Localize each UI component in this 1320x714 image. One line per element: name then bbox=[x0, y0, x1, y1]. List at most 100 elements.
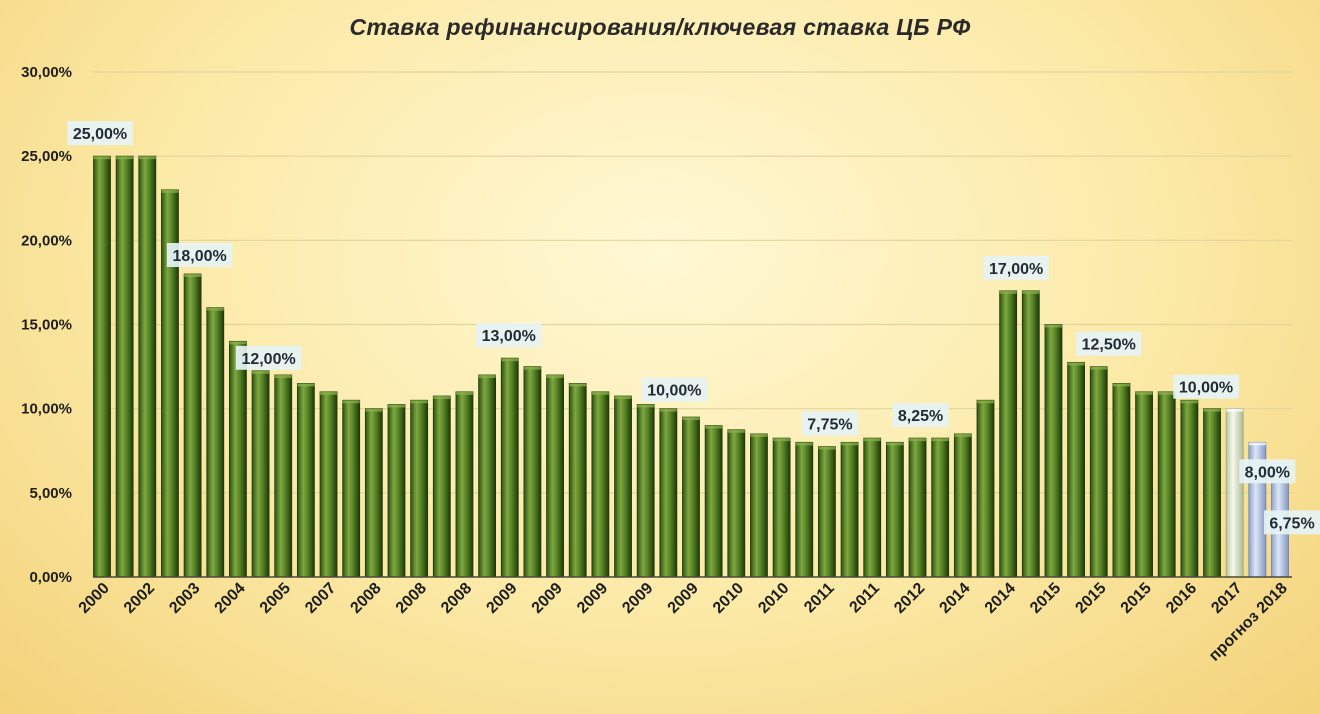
x-axis-ticks: 2000 2002 2003 2004 2005 2007 2008 2008 2008 2009… bbox=[76, 580, 1291, 665]
bar bbox=[93, 155, 111, 578]
bar-cap bbox=[1158, 391, 1176, 395]
y-tick-label: 20,00% bbox=[21, 232, 72, 249]
bar bbox=[1157, 391, 1176, 578]
bar-cap bbox=[229, 341, 247, 345]
bar bbox=[750, 433, 768, 578]
bar-cap bbox=[501, 358, 519, 362]
x-tick-label: 2015 bbox=[1072, 580, 1109, 617]
bar-cap bbox=[591, 391, 609, 395]
bar bbox=[319, 391, 338, 578]
bar-cap bbox=[365, 408, 383, 412]
bar bbox=[840, 441, 859, 578]
bar-cap bbox=[297, 383, 315, 387]
data-label: 10,00% bbox=[1179, 380, 1233, 397]
bars bbox=[93, 155, 1289, 578]
data-label: 12,00% bbox=[241, 351, 295, 368]
bar bbox=[1225, 408, 1244, 578]
bar bbox=[727, 429, 746, 578]
data-label-bg bbox=[641, 377, 708, 402]
bar-cap bbox=[795, 442, 813, 446]
bar bbox=[364, 408, 383, 578]
data-label-bg bbox=[235, 345, 302, 370]
data-label-bg bbox=[1239, 459, 1296, 484]
bar bbox=[183, 273, 202, 578]
bar-cap bbox=[320, 391, 338, 395]
bar-cap bbox=[116, 156, 134, 160]
bar bbox=[568, 383, 587, 578]
bar-cap bbox=[727, 429, 745, 433]
bar bbox=[206, 307, 225, 578]
data-labels: 25,00% 18,00% 12,00% 13,00% 10,00% 7,75% 8,25%… bbox=[67, 121, 1320, 535]
bar-cap bbox=[523, 366, 541, 370]
bar-cap bbox=[1180, 400, 1198, 404]
bar bbox=[1180, 399, 1199, 578]
x-tick-label: 2008 bbox=[393, 580, 430, 617]
bar-cap bbox=[1090, 366, 1108, 370]
bar-cap bbox=[863, 438, 881, 442]
bar-cap bbox=[841, 442, 859, 446]
x-tick-label: 2009 bbox=[619, 580, 656, 617]
bar bbox=[229, 340, 247, 578]
bar bbox=[274, 374, 293, 578]
x-tick-label: 2011 bbox=[801, 580, 838, 617]
bar bbox=[432, 395, 451, 578]
data-label-bg bbox=[166, 243, 233, 267]
bar bbox=[636, 404, 655, 578]
bar bbox=[1135, 391, 1153, 578]
data-label: 17,00% bbox=[989, 261, 1043, 278]
bar bbox=[614, 395, 632, 578]
bar-cap bbox=[705, 425, 723, 429]
bar-cap bbox=[1203, 408, 1221, 412]
bar bbox=[342, 399, 361, 578]
bar bbox=[546, 374, 564, 578]
bar-cap bbox=[1135, 391, 1153, 395]
data-label-bg bbox=[801, 411, 858, 436]
bar-cap bbox=[93, 156, 111, 160]
bar bbox=[1203, 408, 1221, 578]
data-label: 7,75% bbox=[807, 417, 852, 434]
bar-cap bbox=[682, 417, 700, 421]
bar bbox=[1021, 290, 1040, 578]
y-tick-label: 5,00% bbox=[29, 485, 72, 502]
bar bbox=[999, 290, 1018, 578]
x-tick-label: 2015 bbox=[1027, 580, 1064, 617]
bar-cap bbox=[1226, 408, 1244, 412]
bar bbox=[682, 416, 700, 578]
x-tick-label: 2015 bbox=[1118, 580, 1155, 617]
data-label: 8,25% bbox=[898, 408, 943, 425]
bar bbox=[1112, 383, 1131, 578]
x-tick-label: 2007 bbox=[302, 580, 339, 617]
bar bbox=[591, 391, 610, 578]
bar bbox=[523, 366, 542, 578]
bar bbox=[455, 391, 474, 578]
y-tick-label: 0,00% bbox=[29, 569, 72, 586]
bar-cap bbox=[1248, 442, 1266, 446]
bar-cap bbox=[138, 156, 156, 160]
x-tick-label: 2000 bbox=[76, 580, 113, 617]
y-tick-label: 30,00% bbox=[21, 64, 72, 81]
bar-cap bbox=[750, 433, 768, 437]
bar-cap bbox=[1044, 324, 1062, 328]
data-label: 13,00% bbox=[482, 328, 536, 345]
x-tick-label: 2011 bbox=[846, 580, 883, 617]
bar-cap bbox=[388, 404, 405, 408]
bar bbox=[795, 441, 814, 578]
bar-cap bbox=[1112, 383, 1130, 387]
x-tick-label: 2005 bbox=[257, 580, 294, 617]
bar-cap bbox=[161, 189, 179, 193]
bar bbox=[953, 433, 972, 578]
bar bbox=[1067, 361, 1086, 578]
x-tick-label: прогноз 2018 bbox=[1206, 580, 1291, 665]
x-tick-label: 2010 bbox=[710, 580, 747, 617]
bar bbox=[772, 437, 791, 578]
x-tick-label: 2009 bbox=[574, 580, 611, 617]
bar bbox=[1089, 366, 1108, 578]
bar-cap bbox=[773, 438, 791, 442]
x-tick-label: 2010 bbox=[755, 580, 792, 617]
data-label: 8,00% bbox=[1245, 464, 1290, 481]
bar-cap bbox=[659, 408, 677, 412]
bar bbox=[251, 370, 270, 578]
x-tick-label: 2008 bbox=[438, 580, 475, 617]
bar-cap bbox=[614, 396, 632, 400]
